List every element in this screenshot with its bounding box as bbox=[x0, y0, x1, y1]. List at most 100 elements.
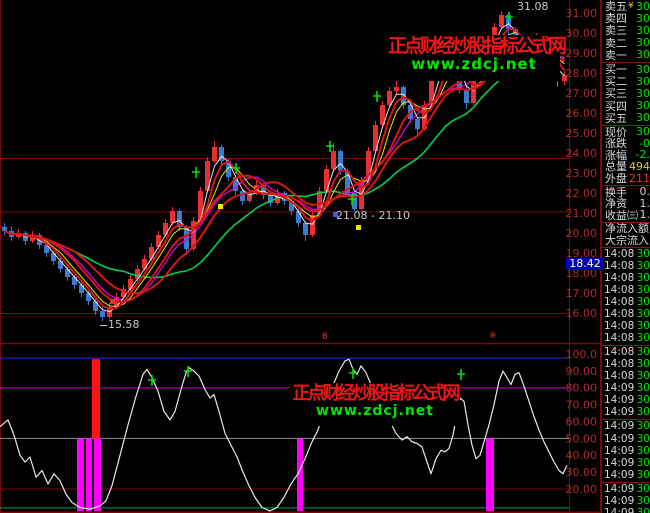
candle-body bbox=[30, 235, 35, 241]
tick-row: 14:09 30 bbox=[602, 483, 650, 495]
oscillator-axis-label: 50.00 bbox=[566, 432, 598, 445]
ask-row-4[interactable]: 卖四 30 bbox=[602, 11, 650, 26]
candle-body bbox=[79, 285, 84, 293]
tick-price: 30 bbox=[636, 406, 650, 419]
ma-line-red bbox=[4, 44, 565, 295]
tick-time: 14:08 bbox=[604, 259, 635, 272]
candle-body bbox=[142, 259, 147, 269]
info-value: 0. bbox=[639, 185, 650, 199]
candle-body bbox=[219, 147, 224, 161]
ask-row-1[interactable]: 卖一 30 bbox=[602, 48, 650, 62]
tick-price: 30 bbox=[636, 296, 650, 309]
quote-level-price: 30 bbox=[636, 36, 650, 50]
tick-price: 30 bbox=[636, 444, 650, 457]
oscillator-magenta-bar bbox=[77, 438, 84, 511]
buy-signal-icon bbox=[192, 167, 200, 178]
bid-row-5[interactable]: 买五 30 bbox=[602, 111, 650, 125]
tick-time: 14:09 bbox=[604, 494, 635, 507]
candle-body bbox=[212, 147, 217, 161]
oscillator-signal-icon bbox=[457, 369, 465, 380]
candle-body bbox=[44, 245, 49, 253]
candle-body bbox=[177, 211, 182, 227]
oscillator-axis-label: 80.00 bbox=[566, 382, 598, 395]
tick-time: 14:08 bbox=[604, 358, 635, 371]
candle-body bbox=[135, 269, 140, 279]
candle-body bbox=[268, 195, 273, 203]
tick-row: 14:08 30 bbox=[602, 296, 650, 308]
info-row-外盘: 外盘 211 bbox=[602, 172, 650, 186]
tick-time: 14:09 bbox=[604, 506, 635, 513]
info-label: 净流入额 bbox=[605, 222, 649, 236]
tick-price: 30 bbox=[636, 468, 650, 481]
ask-row-2[interactable]: 卖二 30 bbox=[602, 36, 650, 50]
info-row-总量: 总量 494 bbox=[602, 159, 650, 174]
tick-row: 14:08 30 bbox=[602, 272, 650, 284]
quote-level-label: 买二 bbox=[605, 75, 627, 89]
quote-level-price: 30 bbox=[636, 11, 650, 25]
info-label: 涨跌 bbox=[605, 137, 627, 151]
candle-body bbox=[471, 81, 476, 103]
info-label: 外盘 bbox=[605, 172, 627, 186]
quote-level-label: 卖二 bbox=[605, 36, 627, 50]
candle-body bbox=[233, 177, 238, 191]
quote-level-price: 30 bbox=[636, 48, 650, 62]
quote-level-price: 30 bbox=[636, 99, 650, 113]
candle-body bbox=[72, 277, 77, 285]
info-value: 30 bbox=[636, 125, 650, 139]
tick-time: 14:08 bbox=[604, 308, 635, 321]
price-axis-label: 18.00 bbox=[566, 267, 598, 280]
quote-sidebar[interactable]: 卖五 ¥30 卖四 30 卖三 30 卖二 30 卖一 30 买一 30 买二 30 买三 30 买四 30 买五 3… bbox=[600, 0, 650, 513]
bid-row-3[interactable]: 买三 30 bbox=[602, 87, 650, 101]
price-axis-label: 30.00 bbox=[566, 27, 598, 40]
price-axis-label: 21.00 bbox=[566, 207, 598, 220]
tick-row: 14:08 30 bbox=[602, 346, 650, 358]
quote-level-label: 买三 bbox=[605, 87, 627, 101]
oscillator-signal-icon bbox=[148, 375, 156, 386]
buy-signal-icon bbox=[373, 91, 381, 102]
tick-price: 30 bbox=[636, 494, 650, 507]
tick-price: 30 bbox=[636, 332, 650, 345]
info-value: -2. bbox=[635, 148, 650, 162]
tick-price: 30 bbox=[636, 432, 650, 445]
tick-price: 30 bbox=[636, 482, 650, 495]
bid-row-4[interactable]: 买四 30 bbox=[602, 99, 650, 113]
tick-row: 14:09 30 bbox=[602, 406, 650, 418]
watermark-title: 正点财经炒股指标公式网 bbox=[292, 383, 461, 404]
bid-row-2[interactable]: 买二 30 bbox=[602, 75, 650, 89]
separator-marker: ※ bbox=[489, 331, 497, 341]
tick-row: 14:09 30 bbox=[602, 507, 650, 513]
oscillator-magenta-bar bbox=[94, 438, 101, 511]
high-price-label: 31.08 bbox=[517, 0, 549, 13]
info-value: 494 bbox=[629, 159, 650, 173]
info-row-涨跌: 涨跌 -0 bbox=[602, 137, 650, 151]
separator-marker: 8 bbox=[322, 332, 328, 342]
oscillator-magenta-bar bbox=[86, 438, 92, 511]
candle-body bbox=[93, 301, 98, 311]
tick-row: 14:09 30 bbox=[602, 433, 650, 445]
candle-body bbox=[401, 87, 406, 105]
tick-price: 30 bbox=[636, 506, 650, 513]
tick-price: 30 bbox=[636, 394, 650, 407]
sidebar-divider bbox=[602, 246, 650, 248]
bid-row-1[interactable]: 买一 30 bbox=[602, 63, 650, 77]
ask-row-5[interactable]: 卖五 ¥30 bbox=[602, 0, 650, 14]
candle-body bbox=[338, 151, 343, 171]
ask-row-3[interactable]: 卖三 30 bbox=[602, 24, 650, 38]
buy-signal-icon bbox=[232, 163, 240, 174]
tick-row: 14:08 30 bbox=[602, 308, 650, 320]
tick-time: 14:09 bbox=[604, 394, 635, 407]
candle-body bbox=[2, 227, 7, 231]
tick-time: 14:08 bbox=[604, 346, 635, 359]
tick-price: 30 bbox=[636, 456, 650, 469]
tick-row: 14:09 30 bbox=[602, 495, 650, 507]
info-row-大宗流入: 大宗流入 bbox=[602, 234, 650, 247]
quote-level-label: 卖五 bbox=[605, 0, 627, 14]
tick-row: 14:09 30 bbox=[602, 420, 650, 432]
tick-time: 14:08 bbox=[604, 283, 635, 296]
info-row-净资: 净资 1. bbox=[602, 197, 650, 211]
quote-level-label: 买五 bbox=[605, 111, 627, 125]
candle-body bbox=[429, 81, 434, 105]
candle-body bbox=[149, 247, 154, 259]
tick-row: 14:08 30 bbox=[602, 358, 650, 370]
